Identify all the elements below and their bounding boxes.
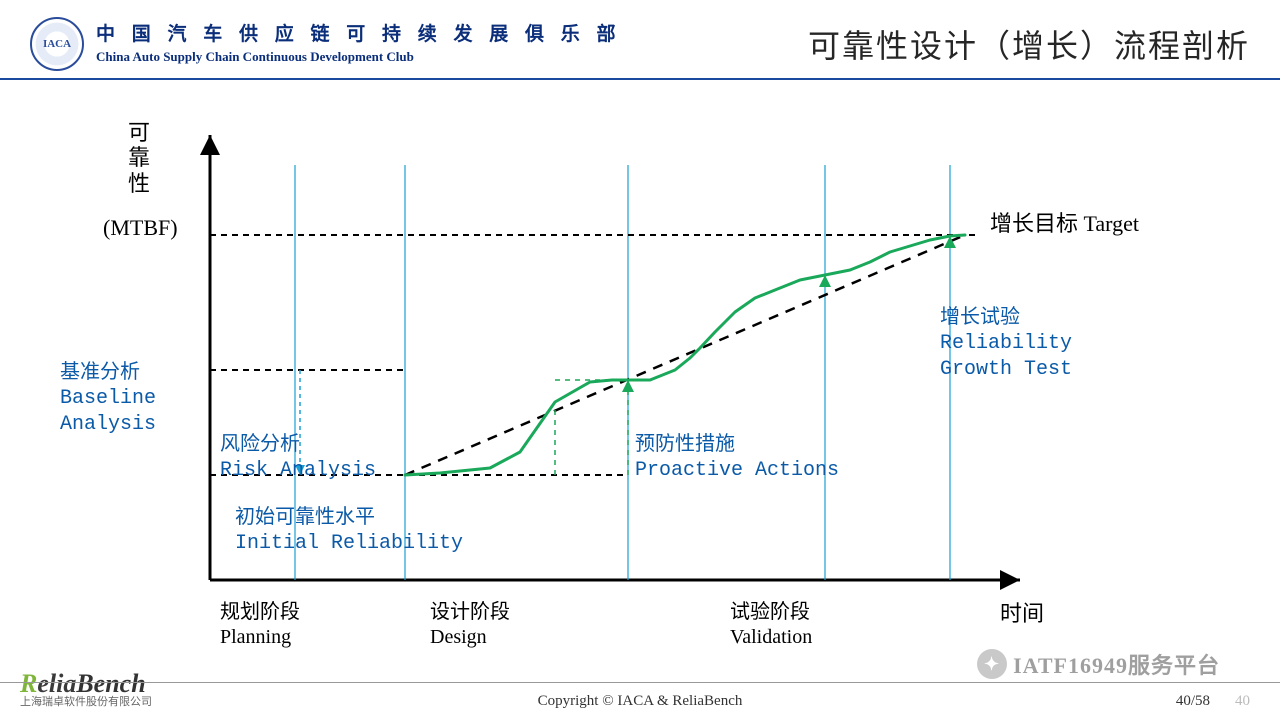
phase-planning-label: 规划阶段Planning <box>220 600 300 650</box>
chart-svg <box>0 80 1280 680</box>
proactive-actions-label: 预防性措施 Proactive Actions <box>635 432 839 483</box>
org-text: 中 国 汽 车 供 应 链 可 持 续 发 展 俱 乐 部 China Auto… <box>96 22 622 65</box>
y-axis-unit: (MTBF) <box>103 214 178 242</box>
risk-analysis-label: 风险分析 Risk Analysis <box>220 432 376 483</box>
phase-validation-label: 试验阶段Validation <box>730 600 812 650</box>
org-name-cn: 中 国 汽 车 供 应 链 可 持 续 发 展 俱 乐 部 <box>96 22 622 48</box>
phase-design-label: 设计阶段Design <box>430 600 510 650</box>
growth-test-label: 增长试验 Reliability Growth Test <box>940 305 1072 382</box>
logo-area: IACA 中 国 汽 车 供 应 链 可 持 续 发 展 俱 乐 部 China… <box>30 17 622 71</box>
org-name-en: China Auto Supply Chain Continuous Devel… <box>96 48 622 66</box>
watermark: ✦ IATF16949服务平台 <box>977 648 1220 680</box>
reliability-growth-chart: 可 靠 性 (MTBF) 基准分析 Baseline Analysis 风险分析… <box>0 80 1280 680</box>
header: IACA 中 国 汽 车 供 应 链 可 持 续 发 展 俱 乐 部 China… <box>0 0 1280 78</box>
page-number: 40/58 <box>1176 693 1210 710</box>
wechat-icon: ✦ <box>977 649 1007 679</box>
page-title: 可靠性设计（增长）流程剖析 <box>808 21 1250 67</box>
page-number-grey: 40 <box>1235 693 1250 710</box>
copyright: Copyright © IACA & ReliaBench <box>538 693 743 710</box>
iaca-logo-icon: IACA <box>30 17 84 71</box>
y-axis-label-cn: 可 靠 性 <box>128 120 150 196</box>
baseline-label: 基准分析 Baseline Analysis <box>60 360 156 437</box>
target-label: 增长目标 Target <box>990 210 1139 238</box>
footer: Copyright © IACA & ReliaBench 40/58 40 <box>0 682 1280 720</box>
initial-reliability-label: 初始可靠性水平 Initial Reliability <box>235 505 463 556</box>
x-axis-label: 时间 <box>1000 600 1044 628</box>
